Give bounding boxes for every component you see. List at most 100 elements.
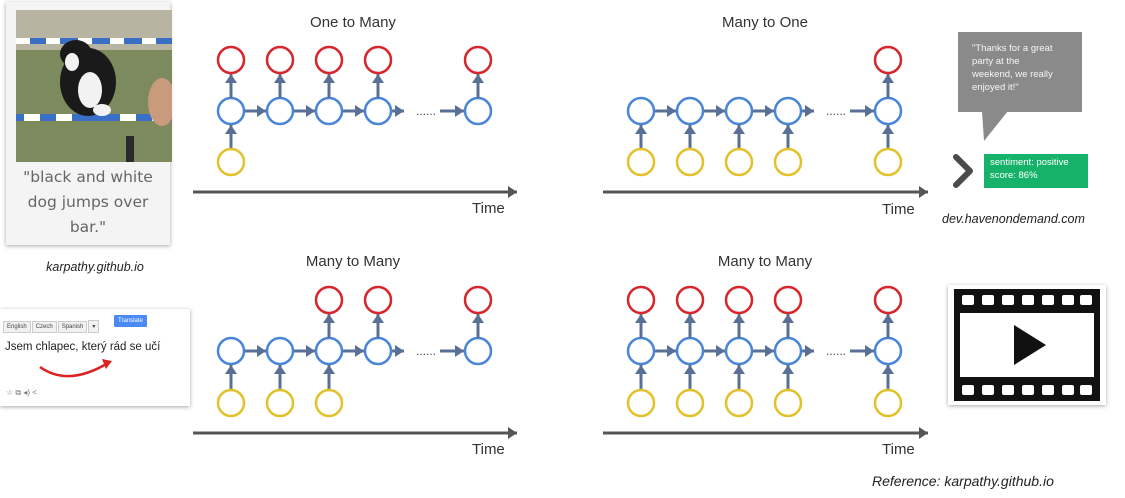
hidden-node — [675, 336, 705, 366]
output-node — [873, 285, 903, 315]
time-label: Time — [472, 200, 505, 217]
caption-line: dog jumps over — [27, 193, 149, 211]
arrow-head — [782, 314, 794, 323]
arrow-head — [782, 125, 794, 134]
tab-czech[interactable]: Czech — [31, 321, 57, 333]
quote-line: "Thanks for a great — [972, 43, 1053, 54]
output-node — [463, 285, 493, 315]
share-icon[interactable]: < — [32, 388, 37, 397]
time-label: Time — [472, 441, 505, 458]
caption-line: bar." — [69, 218, 107, 236]
arrow-head — [455, 105, 464, 117]
speaker-icon[interactable]: ◂) — [23, 388, 31, 397]
hidden-node — [773, 96, 803, 126]
hidden-node — [873, 336, 903, 366]
arrow-head — [635, 365, 647, 374]
quote-line: enjoyed it!" — [972, 82, 1019, 93]
arrow-head — [395, 345, 404, 357]
arrow-head — [306, 105, 315, 117]
arrow-head — [508, 186, 517, 198]
arrow-head — [225, 74, 237, 83]
arrow-head — [635, 125, 647, 134]
curved-arrow — [39, 359, 112, 378]
arrow-head — [865, 105, 874, 117]
arrow-head — [919, 427, 928, 439]
arrow-head — [733, 125, 745, 134]
input-node — [216, 147, 246, 177]
input-node — [675, 388, 705, 418]
hidden-node — [463, 96, 493, 126]
ellipsis-dots: ...... — [826, 104, 846, 118]
arrow-head — [472, 314, 484, 323]
arrow-head — [635, 314, 647, 323]
arrow-head — [395, 105, 404, 117]
arrow-head — [257, 105, 266, 117]
arrow-head — [865, 345, 874, 357]
arrow-head — [667, 105, 676, 117]
output-node — [463, 45, 493, 75]
ellipsis-dots: ...... — [826, 344, 846, 358]
arrow-head — [323, 314, 335, 323]
arrow-head — [805, 105, 814, 117]
arrow-head — [372, 314, 384, 323]
arrow-head — [667, 345, 676, 357]
hidden-node — [463, 336, 493, 366]
tab-spanish[interactable]: Spanish — [57, 321, 88, 333]
caption-line: "black and white — [23, 168, 153, 186]
diagram-title: Many to Many — [717, 253, 813, 270]
hidden-node — [314, 336, 344, 366]
arrow-head — [225, 365, 237, 374]
arrow-head — [733, 365, 745, 374]
output-node — [363, 285, 393, 315]
arrow-head — [882, 74, 894, 83]
copy-icon[interactable]: ⧉ — [15, 388, 22, 397]
arrow-head — [919, 186, 928, 198]
output-node — [363, 45, 393, 75]
hidden-node — [626, 336, 656, 366]
input-node — [216, 388, 246, 418]
reference-label: Reference: karpathy.github.io — [872, 473, 1054, 489]
arrow-head — [765, 105, 774, 117]
language-tabs: English Czech Spanish ▾ — [3, 315, 100, 333]
arrow-head — [274, 365, 286, 374]
arrow-head — [306, 345, 315, 357]
time-label: Time — [882, 201, 915, 218]
hidden-node — [363, 96, 393, 126]
input-node — [314, 388, 344, 418]
time-label: Time — [882, 441, 915, 458]
output-node — [873, 45, 903, 75]
arrow-head — [274, 74, 286, 83]
sentiment-result-badge: sentiment: positive score: 86% — [984, 154, 1088, 188]
tab-english[interactable]: English — [3, 321, 31, 333]
output-node — [265, 45, 295, 75]
hidden-node — [216, 336, 246, 366]
output-node — [675, 285, 705, 315]
input-node — [873, 147, 903, 177]
image-caption-card: "black and white dog jumps over bar." — [6, 2, 172, 245]
translate-card: English Czech Spanish ▾ Translate Jsem chla… — [0, 309, 190, 406]
output-node — [773, 285, 803, 315]
input-node — [773, 388, 803, 418]
video-play-icon — [954, 289, 1100, 401]
star-icon[interactable]: ☆ — [6, 388, 14, 397]
hidden-node — [675, 96, 705, 126]
input-node — [626, 388, 656, 418]
hidden-node — [265, 96, 295, 126]
image-source-label: karpathy.github.io — [46, 260, 144, 274]
ellipsis-dots: ...... — [416, 344, 436, 358]
arrow-head — [782, 365, 794, 374]
hidden-node — [724, 336, 754, 366]
output-node — [626, 285, 656, 315]
language-dropdown[interactable]: ▾ — [88, 320, 100, 333]
output-node — [724, 285, 754, 315]
arrow-head — [372, 74, 384, 83]
diagram-title: Many to Many — [305, 253, 401, 270]
hidden-node — [314, 96, 344, 126]
output-node — [314, 285, 344, 315]
input-node — [724, 147, 754, 177]
chevron-right-icon — [953, 154, 973, 188]
output-node — [216, 45, 246, 75]
arrow-head — [733, 314, 745, 323]
translate-button[interactable]: Translate — [114, 315, 147, 327]
